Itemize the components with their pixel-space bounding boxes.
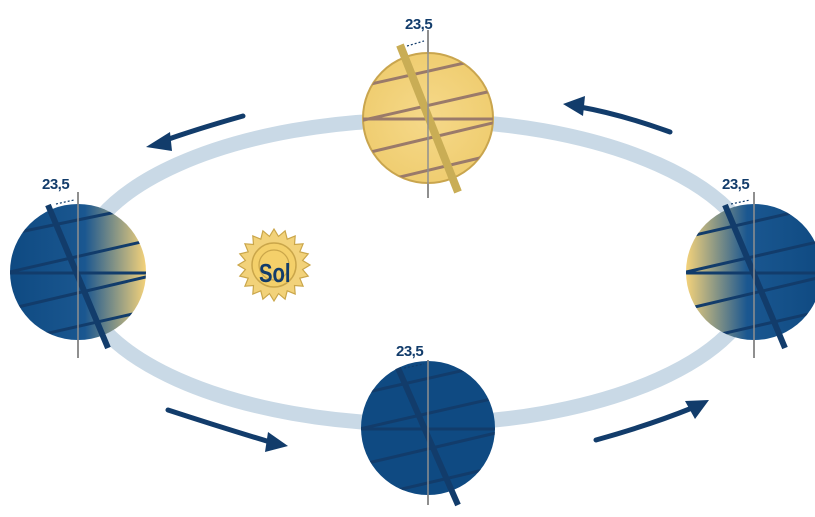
orbit-arrow-top-right — [563, 96, 673, 135]
tilt-label-left: 23,5 — [42, 176, 69, 193]
orbit-arrow-bottom-right — [593, 400, 709, 443]
earth-top — [362, 30, 494, 198]
earth-right — [686, 192, 815, 358]
tilt-label-right: 23,5 — [722, 176, 749, 193]
tilt-label-top: 23,5 — [405, 16, 432, 33]
earth-bottom — [361, 360, 495, 507]
sun-label: Sol — [259, 259, 291, 288]
earth-left — [10, 192, 146, 358]
orbit-arrow-top-left — [146, 113, 246, 151]
orbit-arrow-bottom-left — [165, 407, 288, 452]
tilt-label-bottom: 23,5 — [396, 343, 423, 360]
sun-icon — [236, 227, 312, 303]
